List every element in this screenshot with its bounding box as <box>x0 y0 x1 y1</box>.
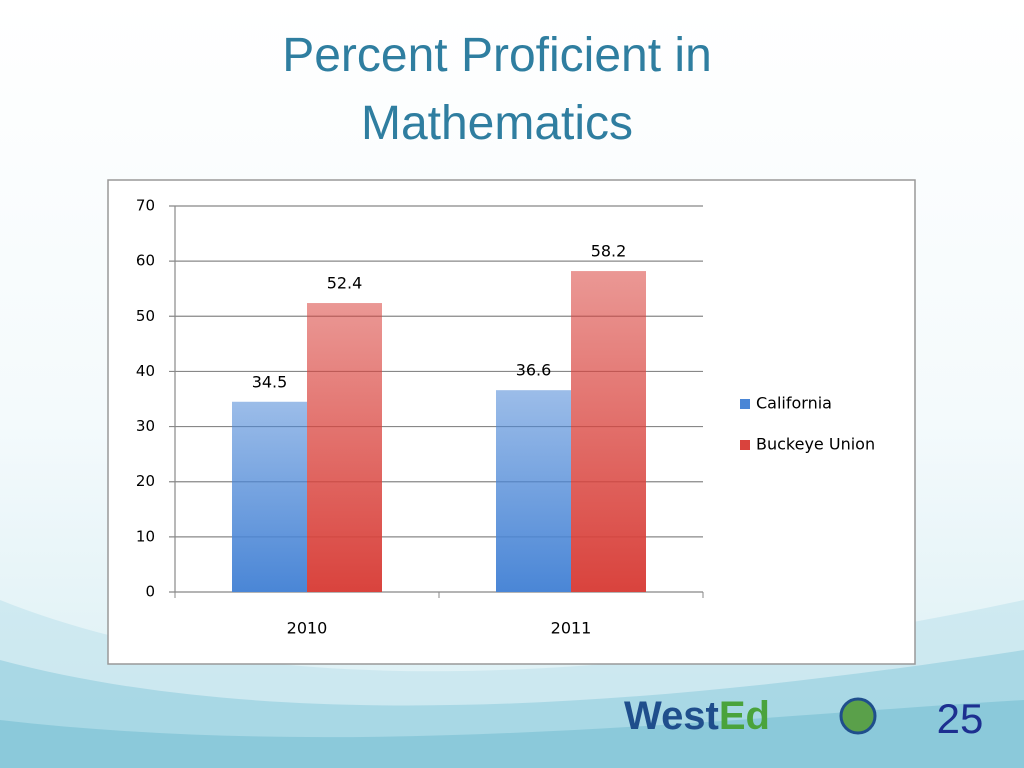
page-number: 25 <box>937 695 984 742</box>
y-tick-label: 60 <box>136 252 155 270</box>
y-tick-label: 10 <box>136 527 155 545</box>
data-label: 34.5 <box>252 372 288 391</box>
legend-swatch <box>740 440 750 450</box>
y-tick-label: 20 <box>136 472 155 490</box>
x-tick-label: 2010 <box>287 619 328 638</box>
logo-globe <box>839 697 877 735</box>
y-tick-label: 30 <box>136 417 155 435</box>
bar <box>571 271 646 592</box>
slide-title: Percent Proficient in Mathematics <box>282 29 712 150</box>
data-label: 58.2 <box>591 242 627 261</box>
logo: WestEd <box>624 694 770 738</box>
y-tick-label: 0 <box>145 583 155 601</box>
data-label: 36.6 <box>516 361 552 380</box>
bar <box>496 390 571 592</box>
bar <box>307 303 382 592</box>
legend-swatch <box>740 399 750 409</box>
legend-label: Buckeye Union <box>756 435 875 454</box>
legend-label: California <box>756 394 832 413</box>
y-tick-label: 50 <box>136 307 155 325</box>
x-tick-label: 2011 <box>551 619 592 638</box>
y-tick-label: 70 <box>136 197 155 215</box>
logo-part: West <box>624 694 719 738</box>
y-tick-label: 40 <box>136 362 155 380</box>
logo-part: Ed <box>719 694 770 738</box>
bar <box>232 401 307 592</box>
data-label: 52.4 <box>327 274 363 293</box>
